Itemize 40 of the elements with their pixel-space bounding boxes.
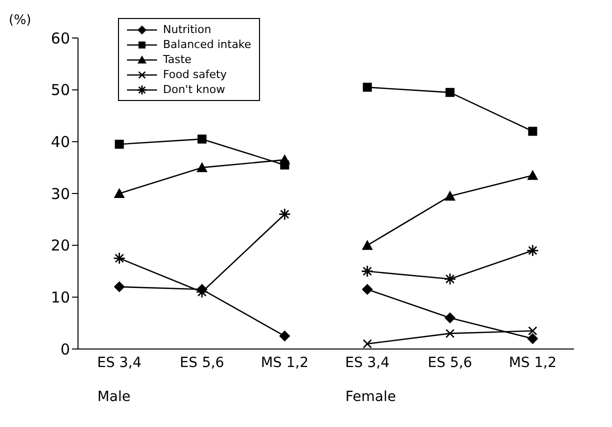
- point: [527, 170, 538, 180]
- legend-label: Food safety: [163, 68, 227, 81]
- point: [444, 312, 456, 324]
- legend-label: Don't know: [163, 83, 226, 96]
- x-tick-label: ES 3,4: [97, 354, 142, 371]
- point: [446, 329, 454, 338]
- point: [528, 126, 538, 136]
- legend-label: Balanced intake: [163, 38, 252, 51]
- x-tick-label: ES 3,4: [345, 354, 390, 371]
- point: [362, 240, 373, 250]
- point: [198, 134, 206, 144]
- point: [279, 330, 290, 342]
- point: [114, 188, 125, 198]
- point: [444, 190, 456, 201]
- point: [528, 326, 538, 336]
- point: [114, 140, 124, 149]
- point: [362, 82, 372, 92]
- y-tick-label: 20: [50, 236, 70, 255]
- y-tick-label: 30: [50, 184, 70, 203]
- legend-label: Taste: [163, 53, 192, 66]
- x-tick-label: ES 5,6: [428, 354, 472, 371]
- y-tick-label: 40: [50, 132, 70, 151]
- y-axis-title: (%): [8, 13, 32, 28]
- y-tick-label: 60: [50, 29, 70, 48]
- point: [114, 281, 125, 292]
- point: [527, 333, 538, 344]
- x-tick-label: MS 1,2: [508, 354, 557, 371]
- legend-label: Nutrition: [163, 23, 212, 36]
- point: [362, 284, 373, 295]
- x-tick-label: MS 1,2: [260, 354, 309, 371]
- point: [362, 339, 372, 348]
- point: [196, 162, 208, 172]
- text: Female: [345, 389, 396, 405]
- point: [446, 88, 454, 97]
- y-tick-label: 0: [60, 340, 70, 358]
- text: Male: [97, 389, 130, 405]
- x-tick-label: ES 5,6: [180, 354, 224, 371]
- y-tick-label: 50: [50, 81, 70, 100]
- y-tick-label: 10: [50, 288, 70, 306]
- point: [279, 154, 290, 164]
